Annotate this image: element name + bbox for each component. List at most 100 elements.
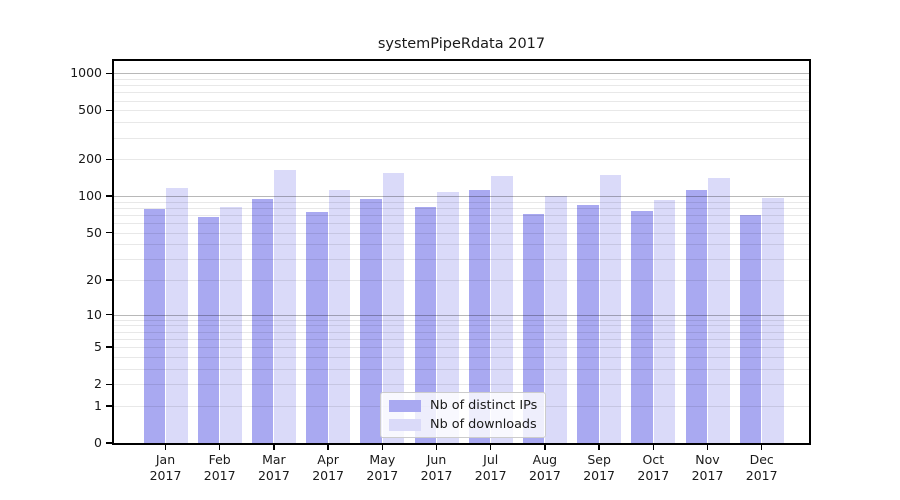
minor-gridline [114,325,809,327]
bar-ips-aug [522,214,545,443]
bar-downloads-jul [491,175,513,443]
bars-layer [114,61,809,443]
bar-ips-dec [739,214,762,443]
minor-gridline [114,280,809,282]
y-tick-label: 500 [78,102,102,118]
minor-gridline [114,110,809,112]
grid-layer [114,61,809,443]
minor-gridline [114,92,809,94]
x-tick-label: Mar 2017 [257,452,290,484]
plot-area [112,59,811,445]
bar-ips-apr [306,211,328,443]
y-tick-label: 1000 [70,65,102,81]
x-tick-mark [760,445,763,450]
minor-gridline [114,85,809,87]
x-tick-label: Jul 2017 [474,452,507,484]
x-tick-label: May 2017 [366,452,399,484]
bar-ips-jun [414,207,436,443]
minor-gridline [114,78,809,80]
x-tick-mark [381,445,384,450]
bar-downloads-nov [708,178,730,443]
y-tick-mark [106,158,112,160]
x-tick-mark [598,445,600,450]
y-tick-mark [106,383,112,385]
minor-gridline [114,214,809,216]
x-tick-label: Aug 2017 [528,452,561,484]
x-tick-mark [164,445,167,450]
y-tick-label: 10 [86,306,102,322]
minor-gridline [114,338,809,340]
y-tick-mark [106,405,112,407]
bar-ips-oct [631,210,653,443]
x-tick-mark [652,445,655,450]
x-tick-label: Sep 2017 [583,452,615,484]
y-tick-mark [106,279,112,281]
y-tick-label: 0 [94,435,102,450]
minor-gridline [114,122,809,124]
y-tick-label: 1 [94,397,102,413]
bar-downloads-dec [762,197,784,443]
minor-gridline [114,384,809,386]
bar-downloads-feb [220,207,242,443]
bar-downloads-may [382,173,405,443]
major-gridline [114,73,809,75]
x-tick-label: Apr 2017 [312,452,344,484]
y-tick-mark [106,195,112,197]
bar-downloads-mar [274,170,296,443]
bar-downloads-jun [437,192,459,443]
bar-ips-jan [143,209,165,443]
y-tick-label: 20 [86,272,102,288]
legend-item: Nb of distinct IPs [389,398,537,413]
y-tick-mark [106,314,112,316]
minor-gridline [114,207,809,209]
x-tick-mark [489,445,492,450]
minor-gridline [114,100,809,102]
minor-gridline [114,368,809,370]
bar-ips-feb [197,217,220,443]
chart-title: systemPipeRdata 2017 [377,36,546,52]
x-tick-mark [706,445,709,450]
minor-gridline [114,137,809,139]
x-tick-mark [327,445,329,450]
bar-ips-jul [468,190,491,443]
bar-downloads-apr [328,189,351,443]
legend-swatch [389,399,421,412]
major-gridline [114,314,809,316]
legend: Nb of distinct IPs Nb of downloads [380,392,546,438]
bar-downloads-jan [166,187,188,443]
legend-label: Nb of distinct IPs [430,398,538,413]
bar-ips-nov [685,190,707,443]
legend-label: Nb of downloads [430,417,537,432]
minor-gridline [114,244,809,246]
minor-gridline [114,159,809,161]
x-tick-mark [435,445,438,450]
x-tick-label: Jan 2017 [149,452,182,484]
minor-gridline [114,319,809,321]
x-tick-mark [273,445,275,450]
minor-gridline [114,232,809,234]
bar-ips-may [360,198,382,443]
x-tick-mark [218,445,221,450]
major-gridline [114,196,809,198]
x-tick-mark [544,445,546,450]
y-tick-mark [106,442,112,444]
y-tick-mark [106,231,112,234]
bar-downloads-aug [545,196,567,443]
minor-gridline [114,347,809,349]
bar-downloads-oct [653,200,676,443]
minor-gridline [114,201,809,203]
minor-gridline [114,259,809,261]
y-tick-label: 200 [78,151,102,167]
minor-gridline [114,223,809,225]
legend-item: Nb of downloads [389,417,537,432]
y-tick-label: 5 [94,339,102,355]
x-tick-label: Oct 2017 [637,452,670,484]
y-tick-label: 50 [86,224,102,240]
y-tick-label: 100 [78,188,102,204]
y-tick-mark [106,109,112,112]
bar-downloads-sep [599,174,622,443]
bar-ips-sep [577,205,599,443]
minor-gridline [114,356,809,358]
x-tick-label: Dec 2017 [745,452,778,484]
